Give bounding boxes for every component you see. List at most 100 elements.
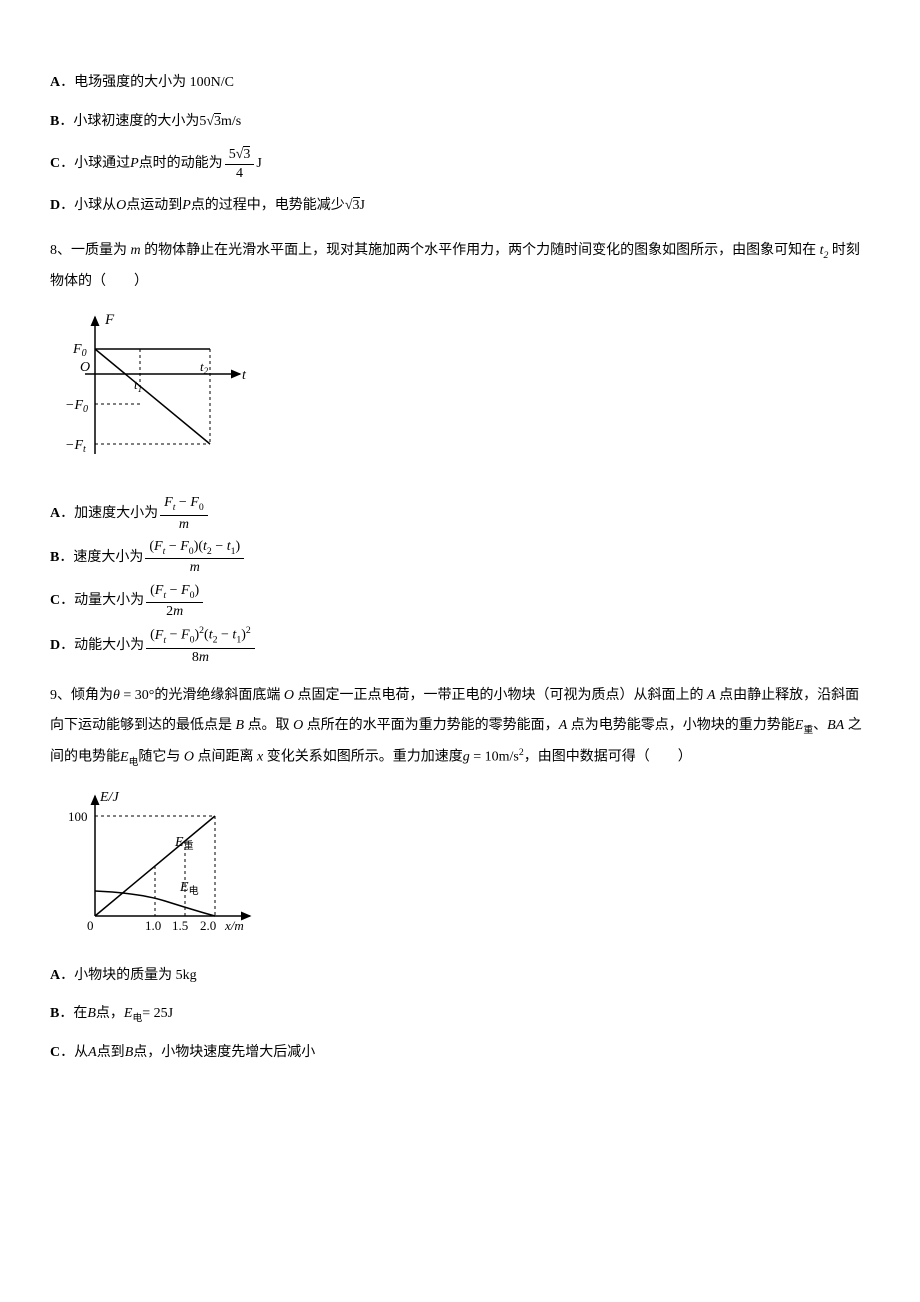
stem-text: 的光滑绝缘斜面底端	[154, 688, 284, 703]
axis-x-label: x/m	[224, 918, 244, 933]
sqrt: √3	[206, 107, 221, 138]
stem-text: 点所在的水平面为重力势能的零势能面，	[303, 718, 559, 733]
option-text: ．小球初速度的大小为	[59, 107, 199, 138]
x-15: 1.5	[172, 918, 188, 933]
stem-text: 倾角为	[71, 688, 113, 703]
q7-option-c: C ．小球通过 P 点时的动能为 5√3 4 J	[50, 146, 870, 183]
mass-m: m	[131, 243, 141, 258]
theta: θ	[113, 688, 120, 703]
x-2: 2.0	[200, 918, 216, 933]
option-label: D	[50, 191, 60, 222]
option-text: ．动量大小为	[60, 590, 144, 612]
point-a: A	[707, 688, 716, 703]
q7-option-b: B ．小球初速度的大小为 5√3m/s	[50, 107, 870, 138]
fraction: 5√3 4	[225, 146, 255, 183]
option-text: ．动能大小为	[60, 635, 144, 657]
stem-text: 一质量为	[71, 243, 131, 258]
q8-graph: F F0 O t1 t2 t −F0 −Ft	[50, 309, 870, 482]
stem-text: 点间距离	[194, 750, 257, 765]
option-label: A	[50, 503, 60, 525]
option-text: ．从	[60, 1038, 88, 1069]
point-p: P	[182, 191, 191, 222]
unit: J	[360, 191, 365, 222]
point-b: B	[87, 999, 96, 1030]
point-o: O	[116, 191, 126, 222]
q7-option-a: A ．电场强度的大小为 100N/C	[50, 68, 870, 99]
force-time-graph: F F0 O t1 t2 t −F0 −Ft	[50, 309, 250, 469]
q8-stem: 8、一质量为 m 的物体静止在光滑水平面上，现对其施加两个水平作用力，两个力随时…	[50, 236, 870, 298]
g: g	[463, 750, 470, 765]
stem-text: 点固定一正点电荷，一带正电的小物块（可视为质点）从斜面上的	[294, 688, 707, 703]
origin-label: O	[80, 360, 90, 375]
stem-text: 的物体静止在光滑水平面上，现对其施加两个水平作用力，两个力随时间变化的图象如图所…	[141, 243, 820, 258]
fraction: (Ft − F0) 2m	[146, 582, 203, 622]
point-b: B	[236, 718, 245, 733]
point-o: O	[184, 750, 194, 765]
option-text: ．小球从	[60, 191, 116, 222]
option-label: B	[50, 999, 59, 1030]
option-text: ．小球通过	[60, 149, 130, 180]
question-number: 9、	[50, 688, 71, 703]
value: = 25J	[142, 999, 173, 1030]
q9-option-a: A ．小物块的质量为 5kg	[50, 961, 870, 992]
axis-f-label: F	[104, 312, 115, 328]
q8-option-c: C ．动量大小为 (Ft − F0) 2m	[50, 582, 870, 622]
option-text: ．加速度大小为	[60, 503, 158, 525]
point-p: P	[130, 149, 139, 180]
q8-option-d: D ．动能大小为 (Ft − F0)2(t2 − t1)2 8m	[50, 625, 870, 666]
stem-text: 变化关系如图所示。重力加速度	[263, 750, 463, 765]
option-label: A	[50, 68, 60, 99]
stem-text: 点为电势能零点，小物块的重力势能	[567, 718, 795, 733]
y-100: 100	[68, 809, 88, 824]
stem-text: ，由图中数据可得（ ）	[524, 750, 692, 765]
option-label: C	[50, 590, 60, 612]
q9-option-b: B ．在 B 点， E电 = 25J	[50, 999, 870, 1030]
e-electric: E电	[120, 750, 138, 765]
fraction: (Ft − F0)(t2 − t1) m	[145, 538, 244, 578]
e-electric-label: E电	[179, 880, 199, 897]
option-label: D	[50, 635, 60, 657]
option-label: B	[50, 107, 59, 138]
axis-t-label: t	[242, 368, 247, 383]
value: 5	[199, 107, 206, 138]
neg-ft-label: −Ft	[65, 438, 86, 455]
question-number: 8、	[50, 243, 71, 258]
option-label: A	[50, 961, 60, 992]
option-text: 点，小物块速度先增大后减小	[133, 1038, 315, 1069]
option-text: 点时的动能为	[139, 149, 223, 180]
t2-label: t2	[200, 359, 209, 376]
x-0: 0	[87, 918, 94, 933]
neg-f0-label: −F0	[65, 398, 88, 415]
stem-text: 点。取	[244, 718, 293, 733]
ba: BA	[827, 718, 844, 733]
sqrt: √3	[345, 191, 360, 222]
option-text: ．速度大小为	[59, 547, 143, 569]
fraction: (Ft − F0)2(t2 − t1)2 8m	[146, 625, 255, 666]
e-gravity-label: E重	[174, 835, 194, 852]
energy-distance-graph: E/J 100 E重 E电 0 1.0 1.5 2.0 x/m	[50, 786, 260, 936]
fraction: Ft − F0 m	[160, 494, 208, 534]
option-label: C	[50, 149, 60, 180]
q9-graph: E/J 100 E重 E电 0 1.0 1.5 2.0 x/m	[50, 786, 870, 949]
point-b: B	[125, 1038, 134, 1069]
point-a: A	[88, 1038, 97, 1069]
option-text: 点到	[97, 1038, 125, 1069]
q9-stem: 9、倾角为θ = 30°的光滑绝缘斜面底端 O 点固定一正点电荷，一带正电的小物…	[50, 681, 870, 774]
option-text: 点，	[96, 999, 124, 1030]
e-gravity: E重	[795, 718, 813, 733]
option-label: C	[50, 1038, 60, 1069]
option-text: 点的过程中，电势能减少	[191, 191, 345, 222]
point-o: O	[284, 688, 294, 703]
point-a: A	[559, 718, 568, 733]
e-electric: E电	[124, 999, 142, 1030]
q8-option-b: B ．速度大小为 (Ft − F0)(t2 − t1) m	[50, 538, 870, 578]
option-text: ．电场强度的大小为 100N/C	[60, 68, 234, 99]
q9-option-c: C ．从 A 点到 B 点，小物块速度先增大后减小	[50, 1038, 870, 1069]
t1-label: t1	[134, 377, 142, 394]
option-text: ．在	[59, 999, 87, 1030]
stem-text: 、	[813, 718, 827, 733]
g-val: = 10m/s	[470, 750, 519, 765]
option-text: 点运动到	[126, 191, 182, 222]
f0-label: F0	[72, 342, 87, 359]
option-text: ．小物块的质量为 5kg	[60, 961, 197, 992]
